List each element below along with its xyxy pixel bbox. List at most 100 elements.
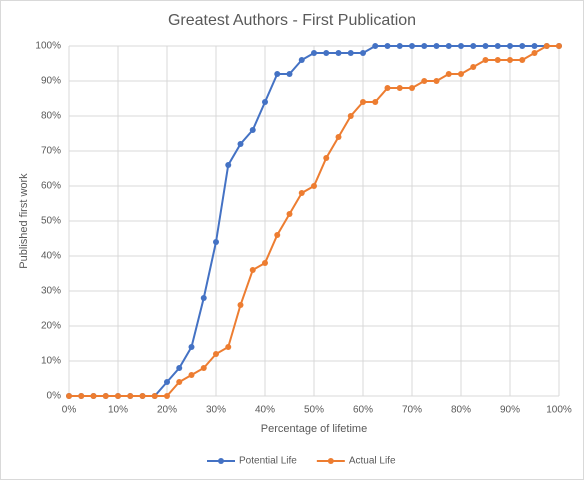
point [396, 43, 403, 49]
legend-label: Potential Life [239, 456, 297, 467]
point [225, 344, 232, 350]
y-tick-label: 100% [35, 41, 61, 52]
x-tick-label: 10% [108, 405, 128, 416]
x-tick-label: 50% [304, 405, 324, 416]
point [286, 71, 293, 77]
point [164, 393, 170, 399]
point [176, 379, 183, 385]
x-axis-title: Percentage of lifetime [261, 423, 367, 435]
point [115, 393, 121, 399]
point [421, 78, 428, 84]
point [249, 267, 256, 273]
point [360, 50, 366, 56]
y-tick-label: 0% [47, 391, 62, 402]
point [200, 295, 207, 301]
point [262, 260, 268, 266]
point [78, 393, 85, 399]
point [139, 393, 146, 399]
point [372, 99, 379, 105]
y-tick-label: 20% [41, 321, 61, 332]
point [225, 162, 232, 168]
point [543, 43, 550, 49]
point [213, 239, 219, 245]
point [409, 43, 415, 49]
legend-marker [327, 458, 334, 464]
point [102, 393, 109, 399]
y-tick-label: 60% [41, 181, 61, 192]
point [347, 50, 354, 56]
y-tick-label: 30% [41, 286, 61, 297]
point [335, 50, 342, 56]
point [519, 43, 526, 49]
x-tick-label: 0% [62, 405, 77, 416]
y-tick-label: 80% [41, 111, 61, 122]
point [445, 43, 452, 49]
x-tick-label: 90% [500, 405, 520, 416]
point [298, 190, 305, 196]
x-tick-label: 60% [353, 405, 373, 416]
y-tick-label: 70% [41, 146, 61, 157]
point [531, 50, 538, 56]
point [311, 183, 317, 189]
y-tick-label: 40% [41, 251, 61, 262]
point [433, 78, 440, 84]
point [335, 134, 342, 140]
x-tick-label: 70% [402, 405, 422, 416]
point [164, 379, 170, 385]
point [519, 57, 526, 63]
x-tick-label: 40% [255, 405, 275, 416]
x-tick-label: 30% [206, 405, 226, 416]
point [323, 50, 330, 56]
point [445, 71, 452, 77]
point [200, 365, 207, 371]
point [470, 43, 477, 49]
point [213, 351, 219, 357]
point [274, 232, 281, 238]
point [482, 57, 489, 63]
point [298, 57, 305, 63]
point [396, 85, 403, 91]
x-tick-label: 100% [546, 405, 572, 416]
legend-label: Actual Life [349, 456, 396, 467]
point [360, 99, 366, 105]
point [494, 57, 501, 63]
point [188, 372, 195, 378]
y-tick-label: 90% [41, 76, 61, 87]
point [409, 85, 415, 91]
point [458, 43, 464, 49]
point [249, 127, 256, 133]
point [323, 155, 330, 161]
point [66, 393, 72, 399]
point [470, 64, 477, 70]
point [188, 344, 195, 350]
point [384, 85, 391, 91]
point [507, 43, 513, 49]
legend-marker [218, 458, 224, 464]
point [151, 393, 158, 399]
point [482, 43, 489, 49]
point [433, 43, 440, 49]
point [556, 43, 562, 49]
y-tick-label: 50% [41, 216, 61, 227]
point [262, 99, 268, 105]
point [176, 365, 183, 371]
point [237, 141, 244, 147]
x-tick-label: 20% [157, 405, 177, 416]
point [507, 57, 513, 63]
point [237, 302, 244, 308]
chart-title: Greatest Authors - First Publication [168, 12, 416, 29]
point [347, 113, 354, 119]
point [274, 71, 281, 77]
point [311, 50, 317, 56]
point [90, 393, 97, 399]
point [384, 43, 391, 49]
y-tick-label: 10% [41, 356, 61, 367]
point [494, 43, 501, 49]
point [372, 43, 379, 49]
point [458, 71, 464, 77]
y-axis-title: Published first work [18, 173, 30, 269]
point [531, 43, 538, 49]
point [286, 211, 293, 217]
